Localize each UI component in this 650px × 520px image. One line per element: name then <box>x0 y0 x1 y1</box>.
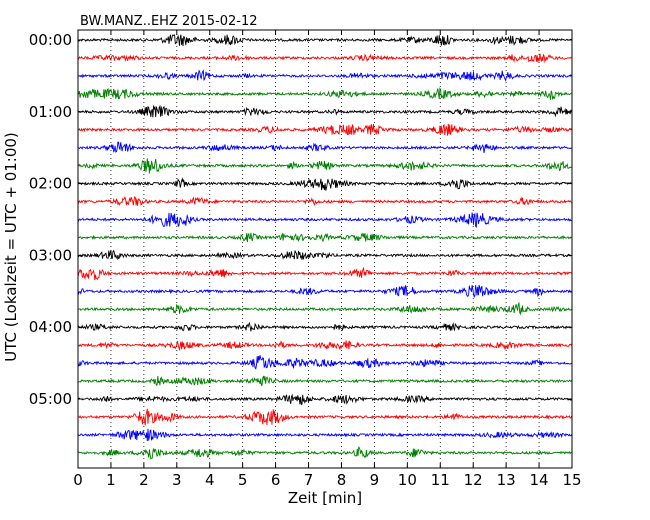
x-tick-label-13: 13 <box>497 471 516 489</box>
trace-0400 <box>77 321 572 332</box>
y-tick-label-1: 01:00 <box>29 103 72 121</box>
x-tick-label-5: 5 <box>238 471 248 489</box>
chart-title: BW.MANZ..EHZ 2015-02-12 <box>80 14 258 29</box>
x-axis-ticks: 0 1 2 3 4 5 6 7 8 9 10 11 12 13 14 15 <box>73 30 582 489</box>
y-tick-label-4: 04:00 <box>29 318 72 336</box>
trace-0100 <box>77 104 572 118</box>
vertical-grid <box>110 30 540 468</box>
x-tick-label-14: 14 <box>530 471 549 489</box>
x-tick-label-7: 7 <box>304 471 314 489</box>
trace-0145 <box>77 158 572 174</box>
x-tick-label-3: 3 <box>172 471 182 489</box>
trace-0015 <box>77 53 572 64</box>
x-tick-label-2: 2 <box>139 471 149 489</box>
x-axis-label: Zeit [min] <box>288 489 362 507</box>
trace-0415 <box>77 340 572 352</box>
trace-0545 <box>77 446 572 460</box>
x-tick-label-11: 11 <box>431 471 450 489</box>
trace-0530 <box>77 428 572 442</box>
x-tick-label-9: 9 <box>370 471 380 489</box>
seismic-traces <box>77 34 572 460</box>
plot-frame <box>77 29 573 469</box>
trace-0330 <box>77 284 572 298</box>
trace-0230 <box>77 212 572 229</box>
x-tick-label-8: 8 <box>337 471 347 489</box>
y-tick-label-3: 03:00 <box>29 246 72 264</box>
trace-0515 <box>77 408 572 426</box>
trace-0045 <box>77 87 572 100</box>
trace-0200 <box>77 177 572 191</box>
x-tick-label-4: 4 <box>205 471 215 489</box>
trace-0315 <box>77 266 572 281</box>
x-tick-label-10: 10 <box>398 471 417 489</box>
x-tick-label-6: 6 <box>271 471 281 489</box>
trace-0430 <box>77 355 572 370</box>
y-tick-label-2: 02:00 <box>29 175 72 193</box>
trace-0445 <box>77 375 572 387</box>
y-tick-label-0: 00:00 <box>29 31 72 49</box>
trace-0115 <box>77 123 572 136</box>
y-tick-label-5: 05:00 <box>29 390 72 408</box>
trace-0500 <box>77 393 572 406</box>
x-tick-label-1: 1 <box>106 471 116 489</box>
trace-0300 <box>77 249 572 261</box>
x-tick-label-15: 15 <box>562 471 581 489</box>
x-tick-label-12: 12 <box>464 471 483 489</box>
trace-0000 <box>77 34 572 47</box>
trace-0215 <box>77 195 572 206</box>
trace-0245 <box>77 232 572 243</box>
trace-0345 <box>77 301 572 316</box>
trace-0030 <box>77 69 572 82</box>
y-axis-ticks: 00:00 01:00 02:00 03:00 04:00 05:00 <box>29 31 572 408</box>
y-axis-label: UTC (Lokalzeit = UTC + 01:00) <box>2 132 20 362</box>
trace-0130 <box>77 141 572 154</box>
x-tick-label-0: 0 <box>73 471 83 489</box>
